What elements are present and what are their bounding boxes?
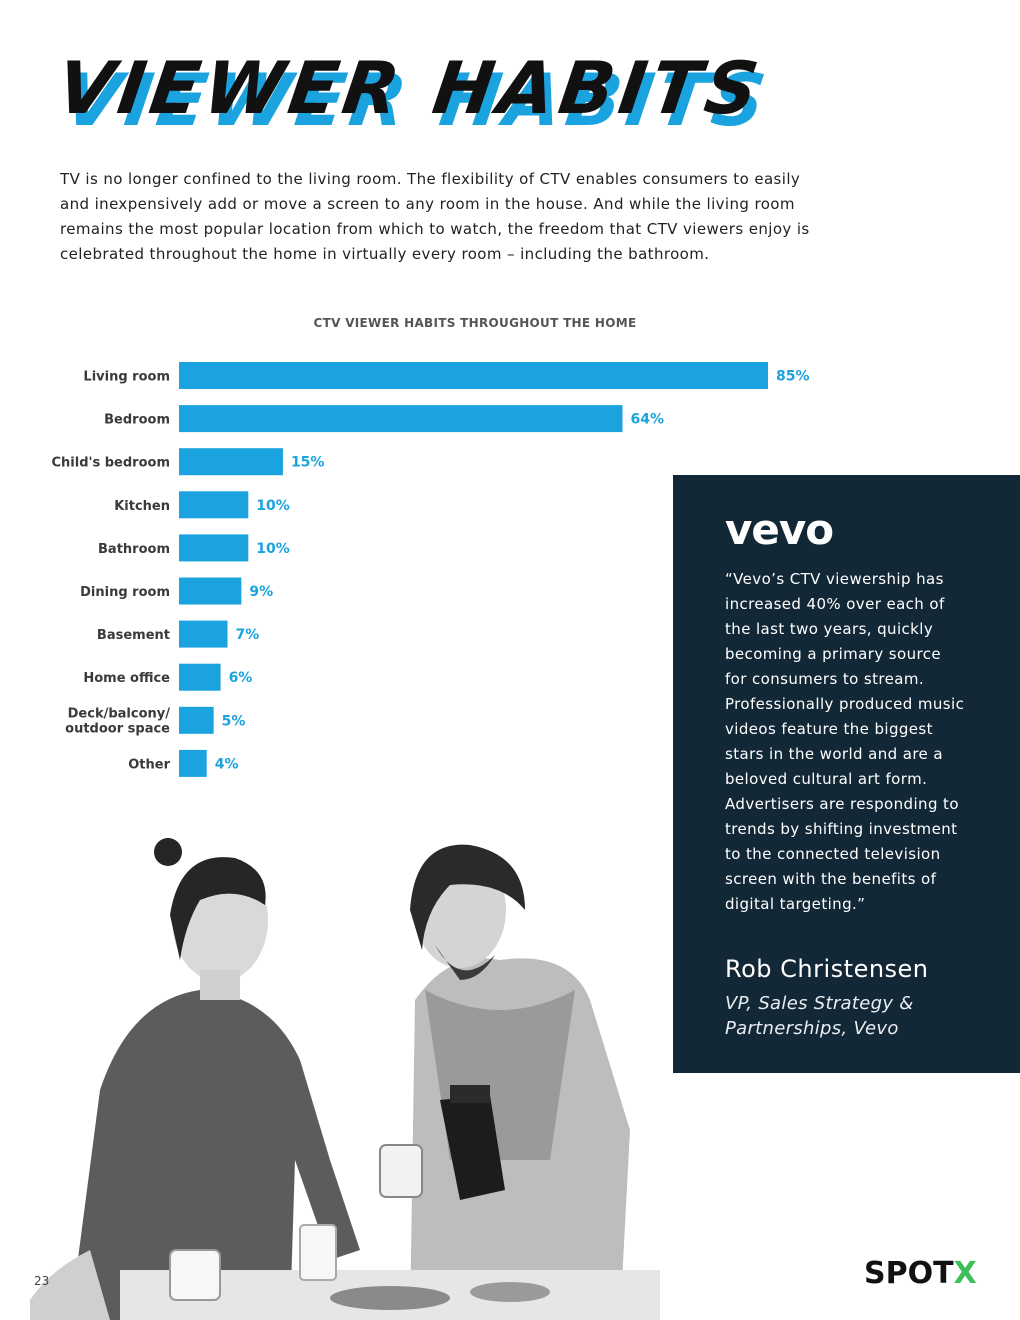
quote-author-role: VP, Sales Strategy & Partnerships, Vevo — [725, 993, 914, 1039]
vevo-logo: vevo — [725, 505, 834, 554]
category-label-1: Bedroom — [104, 413, 170, 428]
category-label-2: Child's bedroom — [51, 456, 170, 471]
category-label-9: Other — [128, 757, 170, 772]
bar-1 — [179, 405, 623, 433]
value-label-9: 4% — [215, 756, 239, 772]
people-photo — [30, 838, 660, 1320]
value-label-4: 10% — [256, 541, 290, 557]
value-label-5: 9% — [249, 584, 273, 600]
bar-2 — [179, 448, 283, 476]
value-label-1: 64% — [630, 412, 664, 428]
bar-chart: Living room 85% Bedroom 64% Child's bedroom 1… — [51, 362, 810, 777]
bar-6 — [179, 620, 228, 648]
value-label-2: 15% — [291, 455, 325, 471]
spotx-logo-main: SPOT — [864, 1256, 954, 1291]
value-label-3: 10% — [256, 498, 290, 514]
category-label-0: Living room — [83, 370, 170, 385]
breakfast-table — [120, 1224, 660, 1320]
category-label-5: Dining room — [80, 585, 170, 600]
value-label-6: 7% — [236, 627, 260, 643]
man-figure — [379, 844, 630, 1320]
chart-title: CTV VIEWER HABITS THROUGHOUT THE HOME — [313, 316, 637, 330]
category-label-8: Deck/balcony/outdoor space — [65, 706, 170, 736]
quote-panel: vevo “Vevo’s CTV viewership has increase… — [673, 475, 1020, 1073]
intro-paragraph: TV is no longer confined to the living r… — [60, 170, 810, 263]
bar-4 — [179, 534, 249, 562]
value-label-8: 5% — [222, 713, 246, 729]
quote-author: Rob Christensen — [725, 955, 929, 983]
quote-text: “Vevo’s CTV viewership has increased 40%… — [725, 570, 965, 913]
value-label-7: 6% — [229, 670, 253, 686]
woman-figure — [30, 838, 360, 1320]
bar-7 — [179, 663, 221, 691]
bar-5 — [179, 577, 242, 605]
category-label-3: Kitchen — [114, 499, 170, 514]
category-label-7: Home office — [83, 671, 170, 686]
page-number: 23 — [34, 1274, 50, 1288]
spotx-logo: SPOTX — [864, 1256, 977, 1291]
page-title-text: VIEWER HABITS — [52, 46, 769, 130]
category-label-4: Bathroom — [98, 542, 170, 557]
spotx-logo-x: X — [953, 1256, 977, 1291]
category-label-6: Basement — [97, 628, 170, 643]
page-title: VIEWER HABITS VIEWER HABITS — [52, 46, 778, 152]
bar-8 — [179, 706, 214, 734]
value-label-0: 85% — [776, 369, 810, 385]
bar-0 — [179, 362, 768, 389]
bar-3 — [179, 491, 249, 519]
bar-9 — [179, 749, 207, 777]
